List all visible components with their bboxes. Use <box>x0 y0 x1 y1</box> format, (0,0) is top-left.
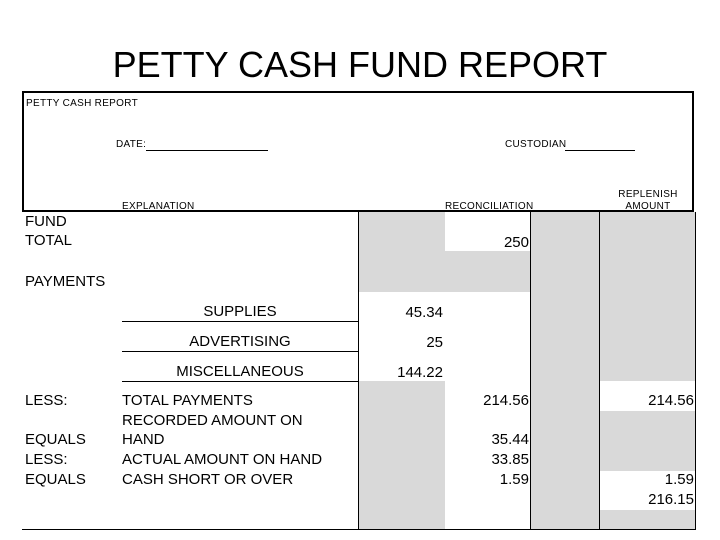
payment-item-underline <box>122 381 358 382</box>
column-header-reconciliation: RECONCILIATION <box>445 201 534 212</box>
column-header-explanation: EXPLANATION <box>122 201 195 212</box>
recorded-amount: 35.44 <box>491 431 529 448</box>
payments-label: PAYMENTS <box>25 273 106 290</box>
shade-col1-top <box>359 212 445 292</box>
date-underline <box>146 150 268 151</box>
payment-item-amount: 25 <box>426 334 443 351</box>
fund-label-line1: FUND <box>25 213 67 230</box>
cash-short-label: CASH SHORT OR OVER <box>122 471 294 488</box>
actual-amount: 33.85 <box>491 451 529 468</box>
total-payments-amount: 214.56 <box>483 392 529 409</box>
grid-line-right <box>695 212 696 530</box>
payment-item-name: ADVERTISING <box>189 333 291 350</box>
column-header-replenish-line2: AMOUNT <box>625 201 671 212</box>
payment-item-underline <box>122 351 358 352</box>
custodian-label: CUSTODIAN <box>505 139 567 150</box>
total-payments-label: TOTAL PAYMENTS <box>122 392 253 409</box>
equals-label: EQUALS <box>25 431 86 448</box>
shade-col3-bottom <box>531 381 600 529</box>
report-label: PETTY CASH REPORT <box>26 98 138 109</box>
recorded-label-line1: RECORDED AMOUNT ON <box>122 412 303 429</box>
less-label: LESS: <box>25 451 68 468</box>
payment-item-name: MISCELLANEOUS <box>176 363 304 380</box>
payment-item-name: SUPPLIES <box>203 303 277 320</box>
cash-short-replenish: 1.59 <box>664 471 694 488</box>
custodian-underline <box>565 150 635 151</box>
replenish-total: 216.15 <box>648 491 694 508</box>
shade-col4-top <box>600 212 696 381</box>
fund-amount: 250 <box>503 234 529 251</box>
grid-line-col1 <box>358 212 359 530</box>
payment-item-amount: 45.34 <box>405 304 443 321</box>
actual-label: ACTUAL AMOUNT ON HAND <box>122 451 323 468</box>
column-header-replenish-line1: REPLENISH <box>618 189 678 200</box>
bottom-rule <box>22 529 696 530</box>
equals-label: EQUALS <box>25 471 86 488</box>
page-title: PETTY CASH FUND REPORT <box>112 44 608 85</box>
payment-item-underline <box>122 321 358 322</box>
shade-col2-fund-lower <box>445 251 531 292</box>
cash-short-amount: 1.59 <box>499 471 529 488</box>
header-box <box>22 91 694 212</box>
recorded-label-line2: HAND <box>122 431 165 448</box>
payment-item-amount: 144.22 <box>397 364 443 381</box>
grid-line-col4 <box>599 212 600 530</box>
grid-line-col3 <box>530 212 531 530</box>
shade-col4-bottom <box>600 510 696 529</box>
total-payments-replenish: 214.56 <box>648 392 694 409</box>
shade-col4-middle <box>600 411 696 471</box>
fund-label-line2: TOTAL <box>25 232 72 249</box>
date-label: DATE: <box>116 139 147 150</box>
shade-col1-bottom <box>359 381 445 529</box>
shade-col3-top <box>531 212 600 381</box>
less-label: LESS: <box>25 392 68 409</box>
